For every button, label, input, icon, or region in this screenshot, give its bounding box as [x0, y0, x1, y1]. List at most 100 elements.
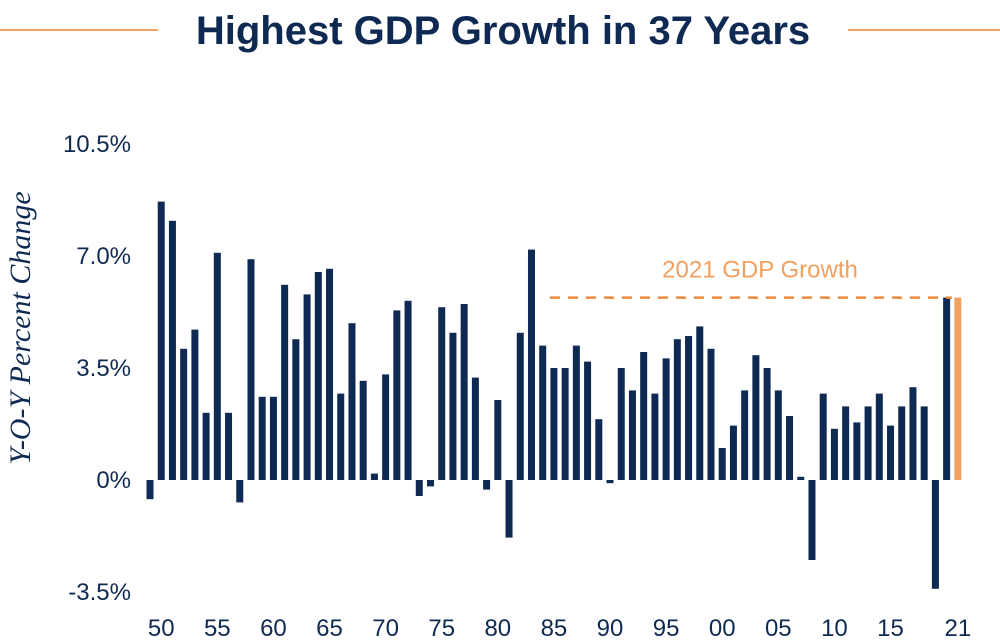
- bar-1949: [146, 480, 154, 500]
- bar-1973: [415, 480, 423, 496]
- bar-2017: [909, 387, 917, 480]
- x-tick-label: 00: [709, 615, 736, 642]
- bar-2020: [943, 297, 951, 480]
- bar-1988: [584, 361, 592, 480]
- x-tick-label: 55: [204, 615, 231, 642]
- x-tick-label: 05: [765, 615, 792, 642]
- bar-1976: [449, 332, 457, 480]
- bar-1966: [337, 393, 345, 480]
- bar-1951: [168, 220, 176, 481]
- x-tick-label: 80: [484, 615, 511, 642]
- x-tick-label: 10: [821, 615, 848, 642]
- bar-1998: [696, 326, 704, 480]
- bar-1993: [640, 352, 648, 480]
- bar-1952: [180, 348, 188, 480]
- bar-1953: [191, 329, 199, 480]
- bar-1986: [561, 368, 569, 480]
- bar-2010: [830, 428, 838, 480]
- bar-1987: [572, 345, 580, 480]
- annotation-label: 2021 GDP Growth: [662, 257, 858, 284]
- bar-1954: [202, 412, 210, 480]
- x-tick-labels: 50 55 60 65 70 75 80 85 90 95 00 05 10 15 21: [148, 615, 971, 642]
- bar-1963: [303, 294, 311, 480]
- bar-2018: [920, 406, 928, 480]
- bar-1977: [460, 304, 468, 480]
- y-tick-label: 7.0%: [76, 243, 131, 270]
- bar-2013: [864, 406, 872, 480]
- bar-1969: [370, 473, 378, 480]
- bar-1996: [673, 339, 681, 480]
- x-tick-label: 90: [597, 615, 624, 642]
- bar-1960: [269, 396, 277, 480]
- bar-1964: [314, 272, 322, 480]
- bar-1975: [438, 307, 446, 480]
- bar-1978: [471, 377, 479, 480]
- bar-1981: [505, 480, 513, 538]
- bar-1958: [247, 259, 255, 480]
- bar-2008: [808, 480, 816, 560]
- bar-1961: [281, 284, 289, 480]
- bar-1950: [157, 201, 165, 480]
- bar-2004: [763, 368, 771, 480]
- bar-1983: [527, 249, 535, 480]
- bar-2019: [931, 480, 939, 589]
- bar-1974: [427, 480, 434, 487]
- x-tick-label: 85: [541, 615, 568, 642]
- bar-2006: [786, 416, 794, 480]
- bar-1962: [292, 339, 300, 480]
- bar-1995: [662, 358, 670, 480]
- bar-1992: [628, 390, 636, 480]
- bar-1968: [359, 380, 367, 480]
- bar-2000: [718, 448, 726, 480]
- bar-1991: [617, 368, 625, 480]
- bar-1997: [685, 336, 693, 480]
- bar-1972: [404, 300, 412, 480]
- bar-2002: [741, 390, 749, 480]
- bar-1959: [258, 396, 266, 480]
- y-axis-label: Y-O-Y Percent Change: [4, 191, 37, 464]
- bar-1980: [494, 400, 502, 480]
- bar-1982: [516, 332, 524, 480]
- x-tick-label: 50: [148, 615, 175, 642]
- bar-2003: [752, 355, 760, 480]
- bar-1957: [236, 480, 244, 503]
- chart-title: Highest GDP Growth in 37 Years: [196, 9, 810, 53]
- y-tick-label: 0%: [96, 467, 131, 494]
- y-tick-labels: 10.5% 7.0% 3.5% 0% -3.5%: [63, 131, 131, 606]
- bar-2012: [853, 422, 861, 480]
- bar-1971: [393, 310, 401, 480]
- y-tick-label: 10.5%: [63, 131, 131, 158]
- bar-1979: [483, 480, 491, 490]
- bar-2015: [887, 425, 895, 480]
- bar-2001: [729, 425, 737, 480]
- bars: [146, 201, 962, 589]
- y-tick-label: -3.5%: [68, 579, 131, 606]
- bar-highlight-2021: [954, 297, 962, 480]
- bar-2016: [898, 406, 906, 480]
- bar-1956: [225, 412, 233, 480]
- bar-1994: [651, 393, 659, 480]
- x-tick-label: 70: [372, 615, 399, 642]
- y-tick-label: 3.5%: [76, 355, 131, 382]
- x-tick-label: 15: [877, 615, 904, 642]
- x-tick-label: 21: [944, 615, 971, 642]
- x-tick-label: 65: [316, 615, 343, 642]
- bar-1989: [595, 419, 603, 480]
- bar-2014: [875, 393, 883, 480]
- bar-1955: [213, 252, 221, 480]
- bar-1965: [326, 268, 334, 480]
- bar-2009: [819, 393, 827, 480]
- x-tick-label: 95: [653, 615, 680, 642]
- bar-1990: [606, 480, 614, 484]
- x-tick-label: 60: [260, 615, 287, 642]
- bar-2007: [797, 476, 805, 480]
- bar-1984: [539, 345, 547, 480]
- bar-2011: [842, 406, 850, 480]
- bar-1999: [707, 348, 715, 480]
- bar-1970: [382, 374, 390, 480]
- bar-1967: [348, 323, 356, 480]
- bar-1985: [550, 368, 558, 480]
- x-tick-label: 75: [428, 615, 455, 642]
- bar-2005: [774, 390, 782, 480]
